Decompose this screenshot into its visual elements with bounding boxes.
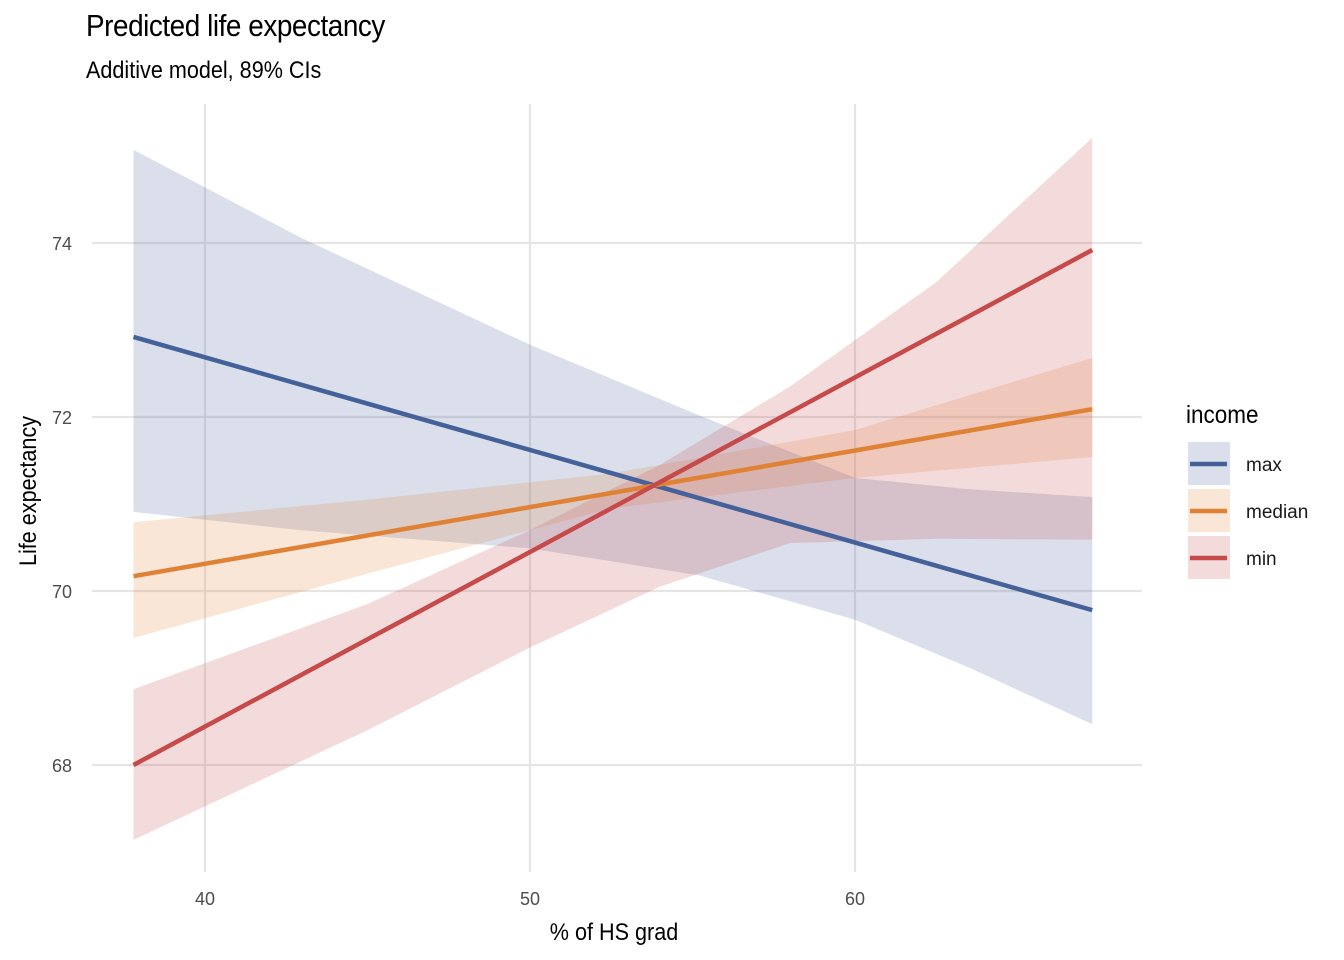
ci-band-median <box>133 357 1093 638</box>
legend-label-min: min <box>1246 549 1277 570</box>
legend-title: income <box>1186 401 1258 429</box>
legend: income max median min <box>1186 401 1308 579</box>
y-tick-label-72: 72 <box>52 408 72 428</box>
ci-bands <box>133 137 1093 840</box>
y-axis-ticks: 68 70 72 74 <box>52 234 72 776</box>
y-axis-title: Life expectancy <box>14 415 41 566</box>
legend-item-min: min <box>1188 536 1277 579</box>
ci-band-max <box>133 149 1093 725</box>
line-max <box>132 334 1093 613</box>
x-tick-label-50: 50 <box>520 889 540 909</box>
y-tick-label-74: 74 <box>52 234 72 254</box>
legend-item-max: max <box>1188 442 1282 485</box>
chart-subtitle: Additive model, 89% CIs <box>86 57 322 84</box>
series-lines <box>132 247 1094 767</box>
chart-title: Predicted life expectancy <box>86 8 385 43</box>
x-tick-label-40: 40 <box>195 889 215 909</box>
x-tick-label-60: 60 <box>845 889 865 909</box>
y-tick-label-68: 68 <box>52 756 72 776</box>
legend-item-median: median <box>1188 489 1308 532</box>
ci-band-min <box>133 137 1093 840</box>
legend-label-max: max <box>1246 455 1282 476</box>
gridlines <box>92 104 1142 872</box>
line-min <box>132 247 1094 767</box>
x-axis-title: % of HS grad <box>550 918 678 945</box>
x-axis-ticks: 40 50 60 <box>195 889 865 909</box>
legend-label-median: median <box>1246 502 1308 523</box>
line-median <box>133 406 1093 579</box>
y-tick-label-70: 70 <box>52 582 72 602</box>
